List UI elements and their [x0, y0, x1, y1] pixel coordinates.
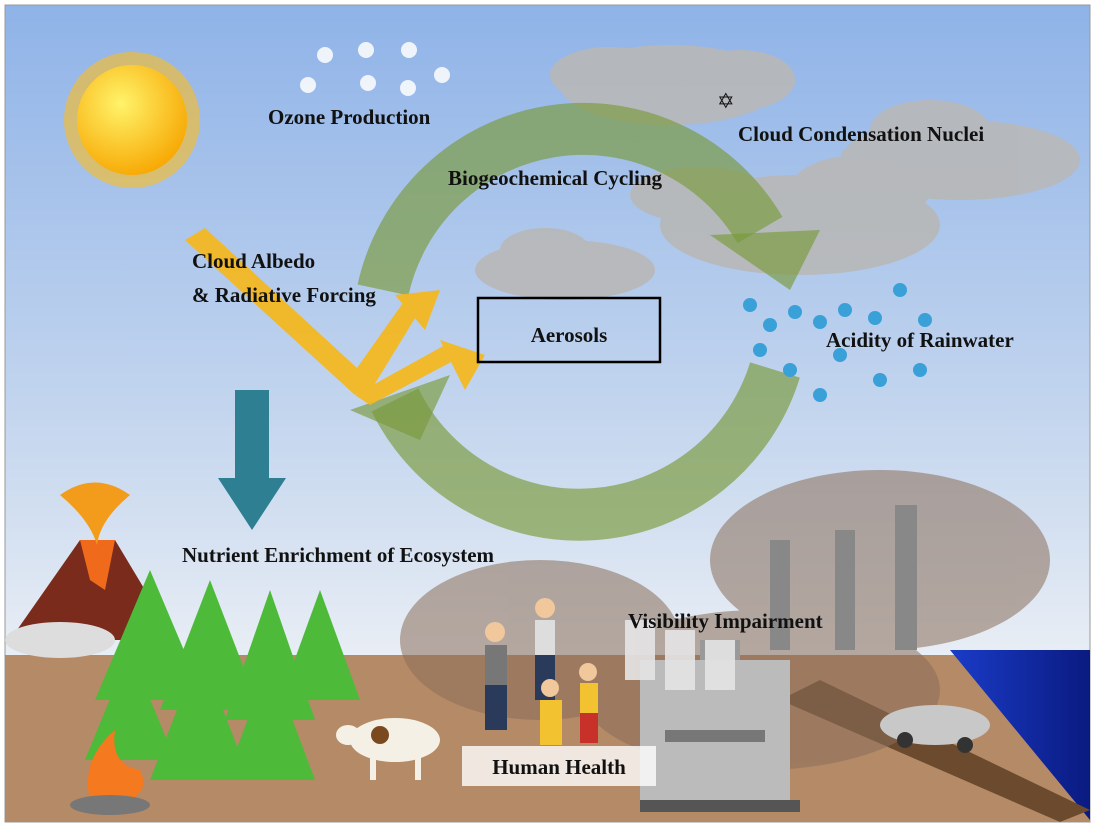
effect-label: Visibility Impairment: [628, 609, 823, 633]
effect-label: & Radiative Forcing: [192, 283, 376, 307]
center-label: Aerosols: [531, 323, 608, 347]
effect-label: Cloud Condensation Nuclei: [738, 122, 984, 146]
sun: [64, 52, 200, 188]
diagram: ✡: [0, 0, 1095, 827]
effect-label: Cloud Albedo: [192, 249, 315, 273]
effect-label: Biogeochemical Cycling: [448, 166, 663, 190]
effect-label: Acidity of Rainwater: [826, 328, 1014, 352]
effect-label: Human Health: [492, 755, 626, 779]
snowflake-icon: ✡: [717, 89, 735, 113]
effect-label: Ozone Production: [268, 105, 431, 129]
effect-label: Nutrient Enrichment of Ecosystem: [182, 543, 495, 567]
